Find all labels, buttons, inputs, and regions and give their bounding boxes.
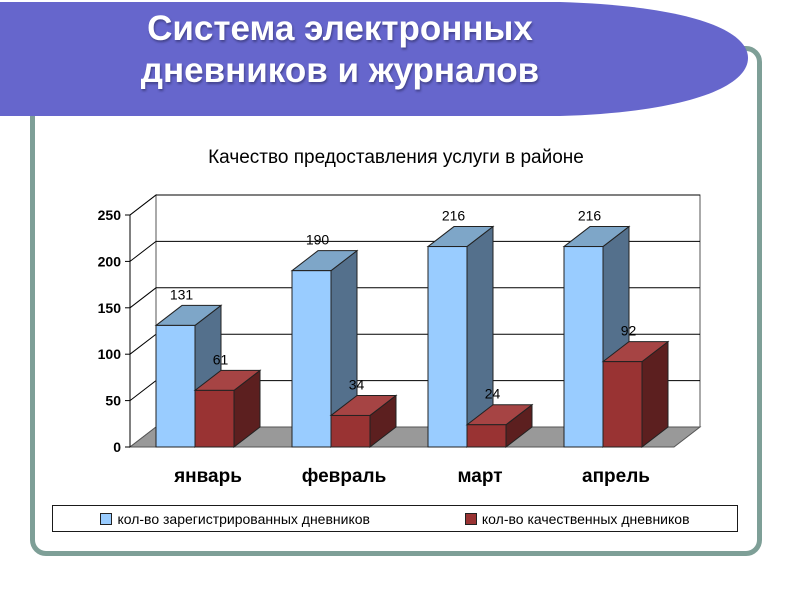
legend-label-registered: кол-во зарегистрированных дневников: [117, 510, 370, 527]
legend-item-registered: кол-во зарегистрированных дневников: [100, 511, 370, 527]
x-category-label: февраль: [302, 466, 387, 487]
gridline: [129, 194, 700, 216]
y-tick-label: 100: [98, 346, 122, 362]
bar-front: [194, 389, 235, 448]
bar-front: [427, 246, 468, 448]
y-tick-label: 250: [98, 207, 122, 223]
bar-front: [466, 424, 507, 448]
legend-label-quality: кол-во качественных дневников: [481, 510, 690, 527]
bar-front: [291, 270, 332, 448]
bar-front: [155, 324, 196, 448]
data-label-registered-3: 216: [578, 208, 602, 224]
y-tick-label: 150: [98, 300, 122, 316]
gridline: [129, 287, 700, 309]
data-label-registered-0: 131: [170, 286, 194, 302]
chart-legend: кол-во зарегистрированных дневников кол-…: [52, 505, 738, 532]
bar-registered-0: [154, 304, 223, 449]
bar-quality-1: [329, 394, 398, 449]
bar-registered-1: [290, 249, 359, 449]
legend-swatch-registered: [100, 512, 113, 525]
gridline: [129, 240, 700, 262]
bar-front: [602, 361, 643, 448]
page-title-line2: дневников и журналов: [140, 51, 540, 90]
bar-front: [330, 414, 371, 448]
side-wall: [129, 193, 157, 449]
x-category-label: апрель: [582, 466, 650, 487]
data-label-quality-1: 34: [349, 376, 365, 392]
legend-swatch-quality: [464, 512, 477, 525]
page-title: Система электронных дневников и журналов: [0, 8, 680, 92]
banner-shape: [0, 2, 748, 116]
data-label-quality-2: 24: [485, 386, 501, 402]
data-label-registered-1: 190: [306, 232, 330, 248]
bar-registered-2: [426, 225, 495, 449]
bar-front: [563, 246, 604, 448]
title-banner: [0, 2, 748, 116]
y-tick-label: 50: [105, 393, 121, 409]
chart-title: Качество предоставления услуги в районе: [208, 147, 584, 168]
bar-quality-0: [193, 369, 262, 449]
y-tick-label: 0: [113, 439, 121, 455]
x-category-label: март: [457, 466, 502, 487]
y-tick-label: 200: [98, 253, 122, 269]
data-label-quality-3: 92: [621, 323, 637, 339]
data-label-registered-2: 216: [442, 208, 466, 224]
page-title-line1: Система электронных: [147, 9, 533, 48]
legend-item-quality: кол-во качественных дневников: [464, 510, 690, 527]
bar-quality-3: [601, 340, 670, 449]
bar-quality-2: [465, 403, 534, 449]
data-label-quality-0: 61: [213, 351, 229, 367]
x-category-label: январь: [173, 466, 242, 487]
